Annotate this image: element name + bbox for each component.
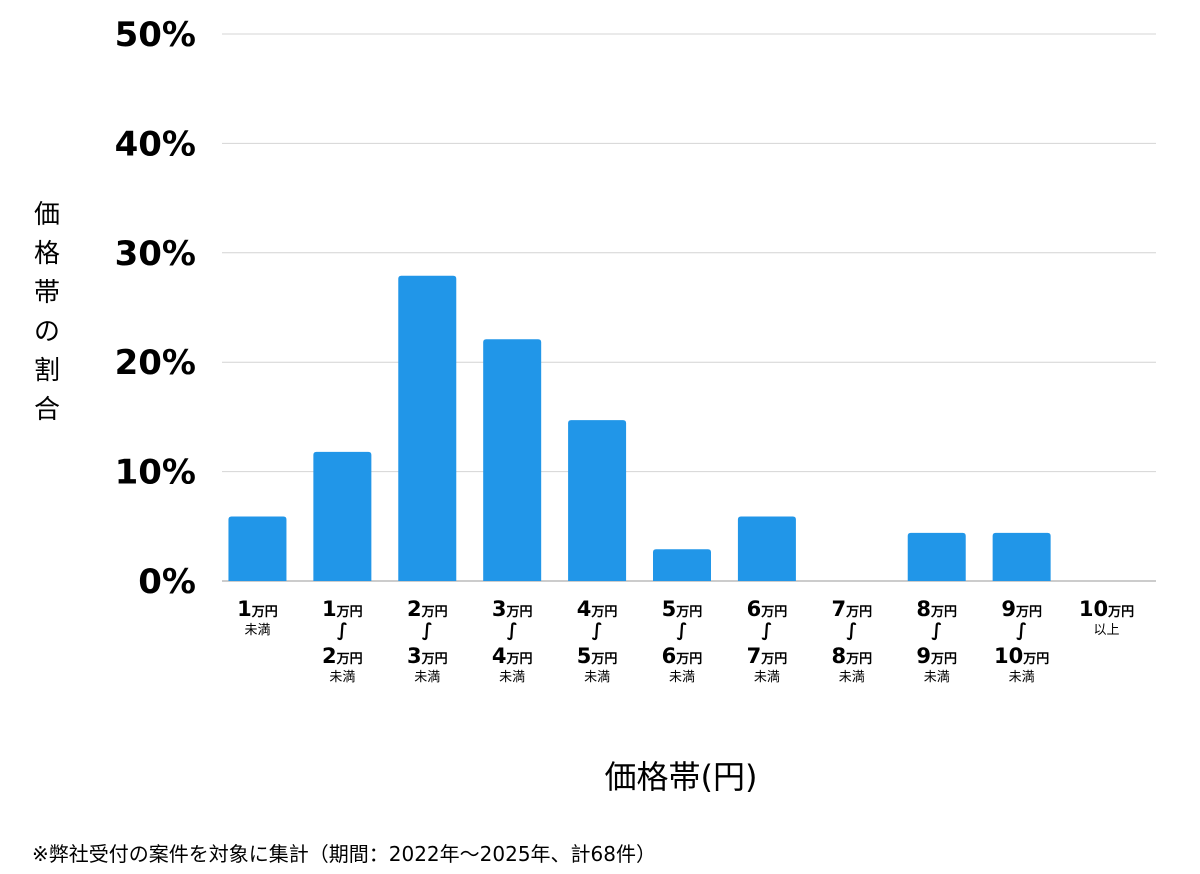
x-tick-qualifier: 未満 <box>329 670 355 685</box>
bar <box>568 420 627 581</box>
x-tick-price: 6万円 <box>747 597 788 621</box>
x-tick-price: 5万円 <box>662 597 703 621</box>
x-tick-price: 4万円 <box>577 597 618 621</box>
x-tick-range-mark: ∫ <box>592 620 603 641</box>
x-tick-price: 9万円 <box>916 644 957 668</box>
bar <box>653 549 711 581</box>
x-tick-qualifier: 未満 <box>414 670 440 685</box>
x-tick-range-mark: ∫ <box>1016 620 1027 641</box>
x-tick-price: 4万円 <box>492 644 533 668</box>
x-tick-range-mark: ∫ <box>761 620 772 641</box>
x-tick-qualifier: 未満 <box>924 670 950 685</box>
x-axis-ticks: 1万円未満1万円∫2万円未満2万円∫3万円未満3万円∫4万円未満4万円∫5万円未… <box>237 597 1134 685</box>
x-tick-range-mark: ∫ <box>677 620 688 641</box>
x-tick-price: 7万円 <box>747 644 788 668</box>
y-axis-ticks: 0% 10% 20% 30% 40% 50% <box>115 15 196 602</box>
x-tick-range-mark: ∫ <box>507 620 518 641</box>
x-tick-price: 10万円 <box>1079 597 1134 621</box>
x-tick-price: 3万円 <box>492 597 533 621</box>
x-tick-range-mark: ∫ <box>337 620 348 641</box>
x-tick-qualifier: 未満 <box>499 670 525 685</box>
x-tick-qualifier: 以上 <box>1094 623 1120 638</box>
bar <box>483 339 542 581</box>
bar <box>992 532 1051 581</box>
x-tick-qualifier: 未満 <box>584 670 610 685</box>
x-tick-price: 10万円 <box>994 644 1049 668</box>
x-tick-price: 8万円 <box>916 597 957 621</box>
x-tick-qualifier: 未満 <box>244 623 270 638</box>
x-tick-price: 8万円 <box>831 644 872 668</box>
y-tick-label: 20% <box>115 343 196 383</box>
x-tick-price: 2万円 <box>407 597 448 621</box>
bar-chart: 0%10%20%30%40%50% 1万円未満1万円∫2万円未満2万円∫3万円未… <box>115 15 1156 685</box>
x-tick-range-mark: ∫ <box>422 620 433 641</box>
bar <box>907 532 966 581</box>
x-tick-price: 9万円 <box>1001 597 1042 621</box>
y-tick-label: 40% <box>115 124 196 164</box>
bar <box>737 516 796 581</box>
bar <box>228 516 287 581</box>
x-tick-qualifier: 未満 <box>669 670 695 685</box>
x-tick-price: 1万円 <box>322 597 363 621</box>
x-tick-range-mark: ∫ <box>846 620 857 641</box>
x-tick-qualifier: 未満 <box>839 670 865 685</box>
bar <box>398 275 457 581</box>
bar <box>313 451 372 581</box>
bars <box>228 275 1051 581</box>
x-tick-range-mark: ∫ <box>931 620 942 641</box>
x-tick-price: 2万円 <box>322 644 363 668</box>
x-tick-price: 6万円 <box>662 644 703 668</box>
x-tick-qualifier: 未満 <box>1009 670 1035 685</box>
x-axis-label: 価格帯(円) <box>604 758 758 796</box>
y-tick-label: 0% <box>138 562 196 602</box>
y-axis-label: 価格帯の割合 <box>33 200 60 425</box>
x-tick-price: 5万円 <box>577 644 618 668</box>
x-tick-price: 7万円 <box>831 597 872 621</box>
y-tick-label: 10% <box>115 453 196 493</box>
y-tick-label: 30% <box>115 234 196 274</box>
footnote: ※弊社受付の案件を対象に集計（期間：2022年～2025年、計68件） <box>32 842 657 866</box>
x-tick-price: 1万円 <box>237 597 278 621</box>
x-tick-price: 3万円 <box>407 644 448 668</box>
y-tick-label: 50% <box>115 15 196 55</box>
x-tick-qualifier: 未満 <box>754 670 780 685</box>
